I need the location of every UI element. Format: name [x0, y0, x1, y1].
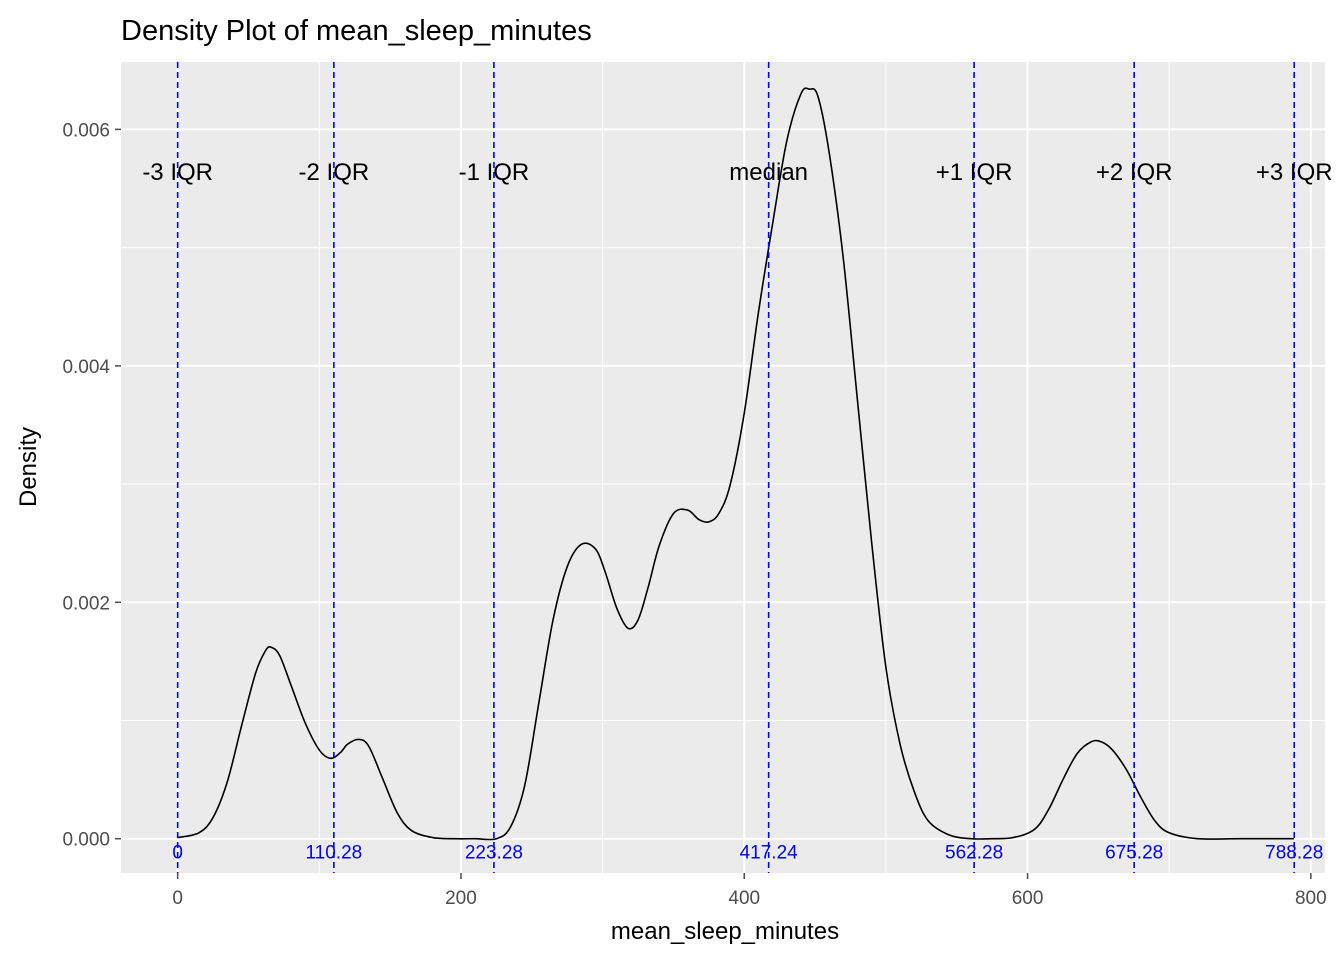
reference-value-label: 788.28 [1265, 843, 1323, 864]
reference-lines [176, 62, 1296, 873]
x-tick-label: 400 [728, 888, 760, 909]
minor-gridlines [121, 62, 1325, 873]
x-axis-label: mean_sleep_minutes [611, 918, 839, 945]
y-tick-label: 0.000 [62, 830, 110, 851]
y-tick-label: 0.002 [62, 593, 110, 614]
plot-panel [121, 62, 1325, 873]
y-axis-ticks: 0.000 0.002 0.004 0.006 [62, 120, 121, 851]
reference-line-label: -1 IQR [459, 159, 530, 186]
density-curve [177, 87, 1294, 841]
reference-line-label: +2 IQR [1096, 159, 1173, 186]
reference-value-label: 417.24 [740, 843, 799, 864]
reference-line-label: -2 IQR [299, 159, 370, 186]
reference-value-label: 110.28 [306, 843, 363, 864]
reference-value-label: 675.28 [1105, 843, 1163, 864]
reference-labels: -3 IQR -2 IQR -1 IQR median +1 IQR +2 IQR +3 I… [142, 159, 1332, 186]
x-tick-label: 600 [1012, 888, 1044, 909]
curve-layer [177, 87, 1294, 841]
x-tick-label: 200 [445, 888, 477, 909]
reference-value-label: 562.28 [945, 843, 1003, 864]
value-labels: 0 110.28 223.28 417.24 562.28 675.28 788.28 [172, 843, 1323, 864]
reference-value-label: 0 [172, 843, 183, 864]
y-axis-label: Density [15, 427, 42, 507]
reference-line-label: median [729, 159, 808, 186]
reference-line-label: +3 IQR [1256, 159, 1333, 186]
chart-title: Density Plot of mean_sleep_minutes [121, 15, 592, 47]
reference-line-label: +1 IQR [936, 159, 1013, 186]
reference-line-label: -3 IQR [142, 159, 213, 186]
x-tick-label: 800 [1295, 888, 1327, 909]
y-tick-label: 0.004 [62, 357, 110, 378]
x-axis-ticks: 0 200 400 600 800 [172, 873, 1327, 909]
x-tick-label: 0 [172, 888, 183, 909]
reference-value-label: 223.28 [465, 843, 523, 864]
y-tick-label: 0.006 [62, 120, 110, 141]
